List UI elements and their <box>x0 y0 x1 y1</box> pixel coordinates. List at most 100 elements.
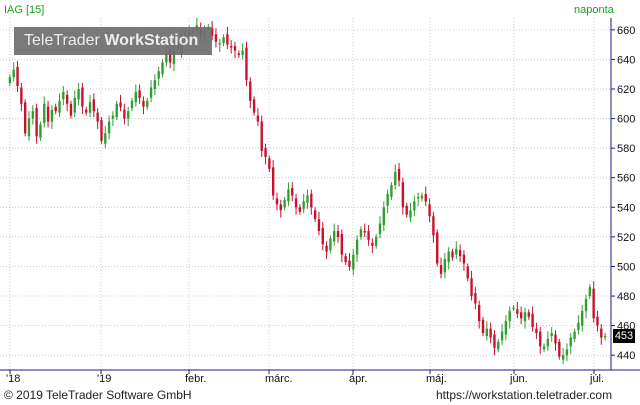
candle-body <box>241 50 244 55</box>
candle-body <box>287 189 290 202</box>
interval-label: naponta <box>574 4 614 16</box>
candle-body <box>558 341 561 357</box>
candle-body <box>81 87 84 107</box>
candle-body <box>409 210 412 218</box>
candle-body <box>313 210 317 220</box>
candle-body <box>54 106 57 112</box>
x-tick-label: márc. <box>265 373 293 385</box>
candle-body <box>401 182 405 208</box>
candle <box>348 253 351 271</box>
candle-body <box>306 195 309 203</box>
candle <box>287 182 290 206</box>
candle-body <box>294 198 298 208</box>
y-tick-label: 660 <box>617 25 635 37</box>
candle <box>424 186 427 206</box>
candle <box>367 225 370 246</box>
candle-body <box>222 37 225 44</box>
candle-body <box>157 71 160 79</box>
candle <box>428 198 431 223</box>
candle <box>359 226 363 240</box>
candle-body <box>569 337 572 347</box>
candle-body <box>92 99 96 112</box>
candle <box>371 238 374 254</box>
candle <box>69 100 73 119</box>
candle-body <box>268 158 271 169</box>
candle <box>50 105 54 129</box>
candle <box>85 106 88 116</box>
candle <box>313 207 317 223</box>
candle <box>237 50 241 58</box>
candle-body <box>420 195 424 199</box>
candle-body <box>218 43 221 45</box>
y-tick-label: 440 <box>617 350 635 362</box>
candle-body <box>146 100 149 107</box>
candle-body <box>596 316 599 326</box>
candle-body <box>275 198 279 205</box>
candle-body <box>298 207 302 212</box>
x-tick-label: '18 <box>6 373 20 385</box>
candle-body <box>428 204 431 217</box>
candle-body <box>561 355 565 360</box>
candle-body <box>321 228 324 245</box>
candle-body <box>458 250 462 257</box>
candle-body <box>88 102 92 113</box>
candle-body <box>584 299 588 311</box>
candle <box>569 333 572 354</box>
candle <box>62 86 65 106</box>
candle-body <box>96 112 99 122</box>
x-axis-ticks: '18 '19 febr. márc. ápr. máj. jún. júl. <box>6 370 604 385</box>
candle <box>245 41 248 87</box>
candle <box>455 241 458 260</box>
source-url[interactable]: https://workstation.teletrader.com <box>436 388 613 402</box>
candle-body <box>107 121 111 134</box>
candle <box>478 300 481 329</box>
candle <box>584 294 588 319</box>
candle-body <box>214 34 218 42</box>
candle-body <box>535 328 538 334</box>
candle-body <box>527 312 530 317</box>
candles <box>8 18 607 365</box>
candle-body <box>130 100 134 109</box>
candle <box>264 143 267 165</box>
candle <box>481 316 485 336</box>
candle-body <box>504 321 508 335</box>
candle <box>271 159 275 200</box>
candle-body <box>424 194 427 202</box>
candle-body <box>577 322 580 331</box>
candle-body <box>142 100 145 107</box>
candle <box>581 304 584 332</box>
candle <box>230 40 233 54</box>
candle <box>43 96 46 128</box>
candle-body <box>550 333 553 336</box>
candle <box>73 90 76 118</box>
candle <box>378 216 382 239</box>
candle <box>130 97 134 112</box>
candle-body <box>39 124 42 138</box>
candle <box>527 309 530 320</box>
candle <box>519 306 523 325</box>
y-tick-label: 520 <box>617 232 635 244</box>
candle-body <box>474 293 477 304</box>
candle-body <box>340 233 344 255</box>
candle <box>16 60 19 92</box>
x-tick-label: máj. <box>426 373 447 385</box>
candle <box>432 211 435 243</box>
candle <box>447 247 450 270</box>
candle <box>600 324 603 345</box>
candle <box>466 263 469 282</box>
candle <box>390 182 393 200</box>
candle-body <box>256 115 260 122</box>
candle <box>550 327 553 342</box>
candle-body <box>352 254 355 270</box>
candle <box>535 322 538 339</box>
candle <box>592 281 595 323</box>
x-tick-label: ápr. <box>349 373 367 385</box>
candle <box>416 192 420 206</box>
candle <box>603 333 607 341</box>
candle <box>119 94 122 112</box>
y-tick-label: 600 <box>617 114 635 126</box>
candle-body <box>413 201 416 211</box>
candle-body <box>546 338 550 347</box>
